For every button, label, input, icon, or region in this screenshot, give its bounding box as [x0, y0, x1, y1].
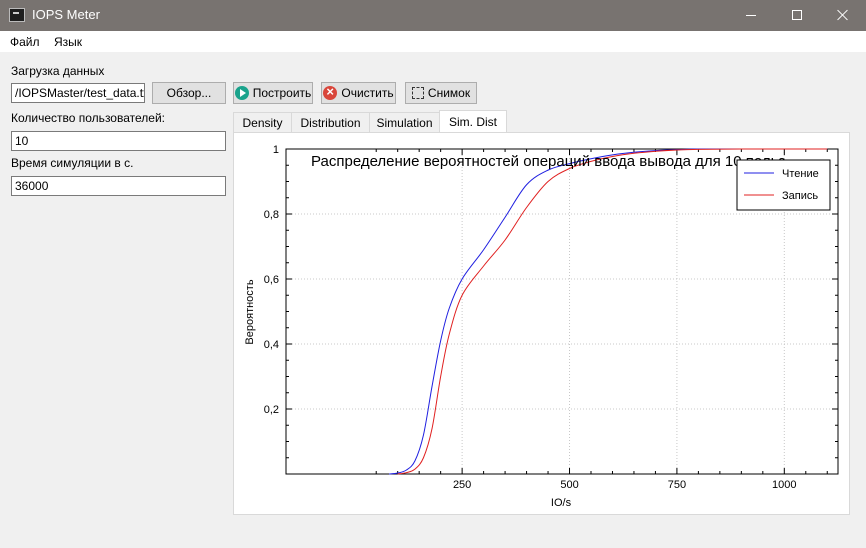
title-bar: IOPS Meter [0, 0, 866, 31]
load-data-label: Загрузка данных [11, 64, 105, 78]
clear-icon [323, 84, 338, 100]
chart-series [389, 148, 828, 475]
chart-pane: 250 500 750 1000 0,2 0,4 0,6 0,8 1 Распределение… [233, 132, 850, 515]
legend-box [736, 159, 831, 211]
play-icon [234, 86, 249, 100]
chart-y-axis-label: Вероятность [244, 279, 256, 344]
build-button[interactable]: Построить [233, 82, 313, 104]
chart-x-axis-label: IO/s [551, 497, 572, 509]
distribution-chart: 250 500 750 1000 0,2 0,4 0,6 0,8 1 Распределение… [244, 144, 839, 509]
menu-language[interactable]: Язык [54, 35, 83, 49]
users-count-label: Количество пользователей: [11, 111, 165, 125]
window-title: IOPS Meter [32, 7, 100, 22]
y-tick-label-0: 0,2 [264, 404, 279, 416]
x-tick-label-2: 750 [668, 479, 686, 491]
series-line-1 [397, 148, 828, 475]
browse-button[interactable]: Обзор... [152, 82, 226, 104]
chart-legend: Чтение Запись [736, 159, 831, 211]
chart-ticks: 250 500 750 1000 0,2 0,4 0,6 0,8 1 [264, 144, 838, 491]
maximize-button[interactable] [774, 0, 820, 31]
close-icon [837, 8, 849, 22]
minimize-button[interactable] [728, 0, 774, 31]
clear-button-label: Очистить [341, 86, 394, 100]
menu-file[interactable]: Файл [10, 35, 40, 49]
x-tick-label-1: 500 [560, 479, 578, 491]
snapshot-button-label: Снимок [427, 86, 471, 100]
menu-bar: Файл Язык [0, 31, 866, 52]
users-count-input[interactable]: 10 [11, 131, 226, 151]
tab-sim-dist[interactable]: Sim. Dist [439, 110, 507, 133]
x-tick-label-3: 1000 [772, 479, 796, 491]
clear-button[interactable]: Очистить [321, 82, 396, 104]
snapshot-button[interactable]: Снимок [405, 82, 477, 104]
simulation-time-label: Время симуляции в с. [11, 156, 134, 170]
y-tick-label-2: 0,6 [264, 274, 279, 286]
tab-simulation[interactable]: Simulation [369, 112, 440, 133]
y-tick-label-1: 0,4 [264, 339, 279, 351]
snapshot-icon [411, 87, 424, 99]
browse-button-label: Обзор... [166, 86, 212, 100]
chart-title: Распределение вероятностей операций ввод… [311, 153, 785, 170]
y-tick-label-4: 1 [273, 144, 279, 156]
tab-distribution[interactable]: Distribution [291, 112, 370, 133]
legend-label-write: Запись [782, 190, 818, 202]
build-button-label: Построить [252, 86, 312, 100]
app-terminal-icon [9, 8, 25, 22]
y-tick-label-3: 0,8 [264, 209, 279, 221]
close-button[interactable] [820, 0, 866, 31]
minimize-icon [746, 15, 756, 16]
file-path-input[interactable]: /IOPSMaster/test_data.txt [11, 83, 145, 103]
maximize-icon [792, 10, 802, 20]
legend-label-read: Чтение [782, 168, 819, 180]
x-tick-label-0: 250 [453, 479, 471, 491]
tab-density[interactable]: Density [233, 112, 292, 133]
simulation-time-input[interactable]: 36000 [11, 176, 226, 196]
